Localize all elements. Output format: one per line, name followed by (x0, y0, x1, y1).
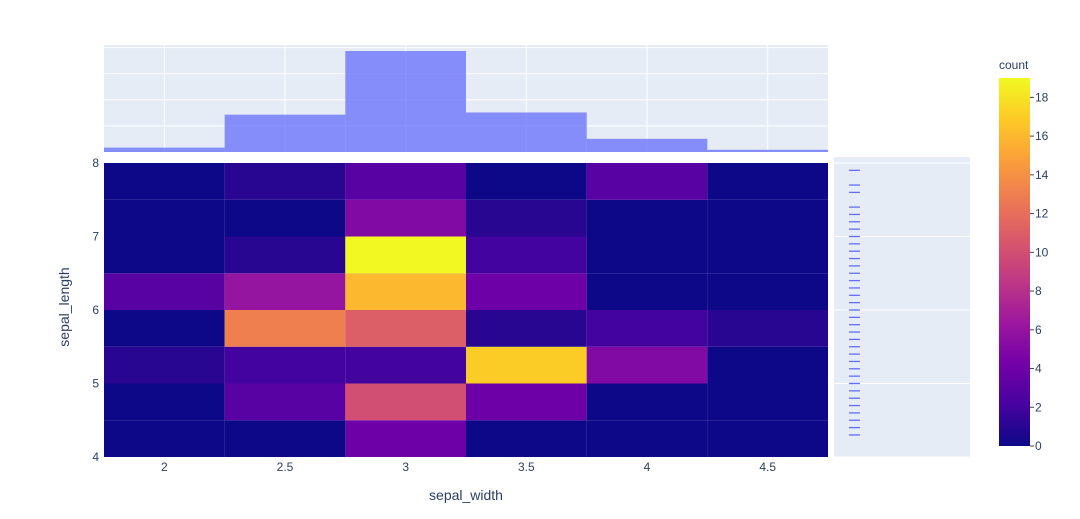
colorbar-tick-label: 16 (1035, 129, 1049, 143)
heatmap-cell (707, 310, 828, 347)
heatmap-cell (466, 346, 587, 384)
heatmap-cell (586, 310, 708, 347)
colorbar-tick-label: 12 (1035, 207, 1049, 221)
colorbar-tick-label: 4 (1035, 362, 1042, 376)
x-tick-label: 2.5 (277, 460, 294, 474)
colorbar-tick-label: 18 (1035, 90, 1049, 104)
heatmap-cell (104, 346, 225, 384)
colorbar-gradient (999, 78, 1030, 446)
histogram-bar (466, 112, 587, 152)
x-marginal-histogram (104, 45, 828, 152)
heatmap-cell (586, 163, 708, 200)
y-tick-label: 7 (92, 230, 99, 244)
heatmap-cell (104, 420, 225, 457)
colorbar-tick-label: 6 (1035, 323, 1042, 337)
x-tick-label: 3.5 (518, 460, 535, 474)
heatmap-cell (586, 199, 708, 237)
y-axis-title: sepal_length (56, 267, 72, 346)
heatmap-cell (104, 199, 225, 237)
colorbar-tick-label: 2 (1035, 400, 1042, 414)
colorbar-title: count (999, 58, 1029, 72)
y-tick-label: 5 (92, 377, 99, 391)
colorbar: 0 2 4 6 8 10 12 14 16 18 (999, 78, 1049, 453)
heatmap-cell (707, 199, 828, 237)
heatmap-cell (224, 346, 346, 384)
colorbar-tick-label: 0 (1035, 439, 1042, 453)
heatmap-cell (586, 420, 708, 457)
heatmap-cell (707, 383, 828, 421)
colorbar-tick-label: 10 (1035, 245, 1049, 259)
heatmap-cell (586, 383, 708, 421)
histogram-bar (224, 114, 346, 152)
heatmap-cell (104, 273, 225, 310)
heatmap-cell (707, 273, 828, 310)
heatmap-cell (104, 383, 225, 421)
x-axis-title: sepal_width (429, 487, 503, 503)
heatmap-plot-area (104, 163, 828, 457)
x-tick-label: 4 (644, 460, 651, 474)
x-tick-label: 2 (161, 460, 168, 474)
heatmap-cell (345, 236, 466, 274)
heatmap-cell (466, 163, 587, 200)
heatmap-cell (345, 383, 466, 421)
heatmap-cell (586, 346, 708, 384)
y-tick-label: 8 (92, 156, 99, 170)
heatmap-cell (224, 273, 346, 310)
heatmap-cell (104, 236, 225, 274)
x-tick-label: 3 (402, 460, 409, 474)
heatmap-cell (224, 310, 346, 347)
heatmap-cell (224, 420, 346, 457)
histogram-bar (104, 147, 225, 152)
heatmap-cell (707, 346, 828, 384)
heatmap-cell (345, 163, 466, 200)
heatmap-cell (707, 163, 828, 200)
heatmap-cell (345, 346, 466, 384)
histogram-bar (345, 51, 466, 152)
heatmap-cell (224, 163, 346, 200)
heatmap-cell (224, 199, 346, 237)
x-tick-label: 4.5 (759, 460, 776, 474)
heatmap-cell (345, 420, 466, 457)
heatmap-cell (466, 273, 587, 310)
heatmap-cell (586, 273, 708, 310)
heatmap-cell (466, 310, 587, 347)
heatmap-cell (466, 199, 587, 237)
heatmap-cell (224, 236, 346, 274)
heatmap-cell (466, 420, 587, 457)
heatmap-cell (707, 236, 828, 274)
colorbar-tick-label: 14 (1035, 168, 1049, 182)
axis-ticks: 2 2.5 3 3.5 4 4.5 4 5 6 7 8 (92, 156, 776, 474)
heatmap-cell (345, 273, 466, 310)
heatmap-cell (707, 420, 828, 457)
heatmap-cell (586, 236, 708, 274)
heatmap-cell (466, 383, 587, 421)
heatmap-cell (466, 236, 587, 274)
y-tick-label: 6 (92, 303, 99, 317)
histogram-bar (586, 138, 708, 152)
heatmap-cell (224, 383, 346, 421)
rug-background (834, 157, 970, 457)
heatmap-cell (104, 163, 225, 200)
colorbar-tick-label: 8 (1035, 284, 1042, 298)
y-tick-label: 4 (92, 450, 99, 464)
y-marginal-rug (834, 157, 970, 458)
heatmap-cell (345, 310, 466, 347)
histogram-bar (707, 149, 828, 152)
heatmap-cell (104, 310, 225, 347)
heatmap-cell (345, 199, 466, 237)
